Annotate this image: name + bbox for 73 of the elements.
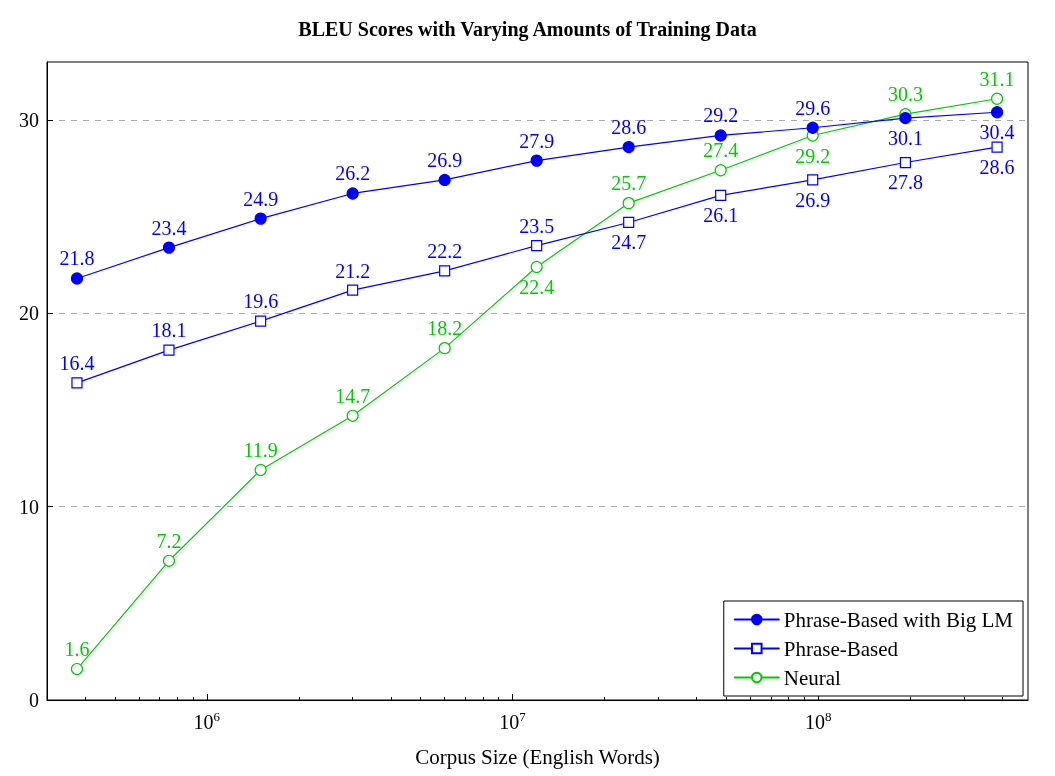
- data-label: 21.8: [59, 247, 95, 270]
- point: [71, 377, 83, 389]
- point: [622, 197, 635, 210]
- point: [347, 284, 359, 296]
- data-label: 27.8: [887, 171, 923, 194]
- chart-title: BLEU Scores with Varying Amounts of Training Data: [298, 18, 757, 41]
- data-label: 28.6: [979, 155, 1015, 178]
- point: [899, 156, 912, 169]
- data-label: 23.5: [519, 215, 555, 238]
- data-label: 22.2: [427, 240, 463, 263]
- data-label: 30.1: [887, 127, 923, 150]
- point: [622, 140, 635, 154]
- point: [254, 463, 267, 477]
- data-label: 26.9: [427, 148, 463, 171]
- point: [438, 342, 451, 355]
- point: [162, 554, 176, 567]
- y-tick-label: 20: [19, 302, 39, 325]
- data-label: 19.6: [243, 290, 279, 313]
- data-label: 11.9: [243, 438, 278, 461]
- data-label: 1.6: [64, 637, 90, 660]
- data-label: 29.2: [703, 104, 739, 127]
- legend-label: Phrase-Based with Big LM: [783, 607, 1014, 632]
- data-label: 26.2: [335, 162, 371, 185]
- point: [530, 260, 543, 274]
- data-label: 26.1: [703, 204, 739, 226]
- data-label: 21.2: [335, 259, 371, 282]
- legend-label: Phrase-Based: [783, 636, 899, 661]
- data-label: 27.9: [519, 129, 555, 152]
- data-label: 22.4: [519, 276, 555, 299]
- point: [531, 240, 543, 252]
- data-label: 23.4: [151, 216, 187, 239]
- point: [807, 174, 819, 186]
- data-label: 24.9: [243, 187, 279, 210]
- data-label: 29.6: [795, 96, 831, 119]
- point: [899, 111, 912, 125]
- y-tick-label: 30: [19, 109, 39, 131]
- point: [990, 106, 1004, 119]
- data-label: 30.4: [979, 121, 1015, 144]
- data-label: 30.3: [887, 83, 923, 106]
- point: [714, 129, 727, 142]
- point: [255, 315, 267, 327]
- data-label: 25.7: [611, 172, 647, 195]
- data-label: 7.2: [156, 529, 182, 552]
- x-axis-title: Corpus Size (English Words): [415, 744, 660, 769]
- point: [346, 187, 359, 200]
- y-tick-label: 0: [29, 689, 39, 711]
- point: [439, 265, 451, 277]
- point: [438, 173, 451, 187]
- data-label: 18.1: [151, 319, 187, 342]
- point: [70, 662, 84, 676]
- point: [346, 409, 359, 422]
- data-label: 14.7: [335, 384, 371, 407]
- point: [70, 272, 84, 285]
- point: [530, 154, 543, 167]
- point: [806, 121, 819, 134]
- data-label: 16.4: [59, 352, 95, 375]
- data-label: 18.2: [427, 317, 463, 340]
- point: [991, 141, 1003, 153]
- data-label: 28.6: [611, 115, 647, 138]
- point: [254, 212, 267, 225]
- legend-label: Neural: [783, 665, 842, 690]
- data-label: 29.2: [795, 144, 831, 167]
- point: [990, 92, 1004, 105]
- data-label: 27.4: [703, 139, 739, 162]
- data-label: 26.9: [795, 188, 831, 211]
- point: [162, 241, 176, 254]
- point: [163, 344, 175, 356]
- point: [623, 216, 635, 229]
- point: [715, 189, 727, 201]
- data-label: 24.7: [611, 231, 647, 254]
- y-tick-label: 10: [19, 495, 39, 518]
- data-label: 31.1: [979, 67, 1015, 90]
- point: [714, 164, 727, 177]
